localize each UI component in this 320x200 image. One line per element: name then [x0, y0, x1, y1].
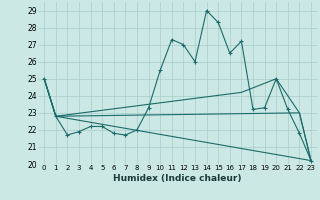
X-axis label: Humidex (Indice chaleur): Humidex (Indice chaleur)	[113, 174, 242, 183]
